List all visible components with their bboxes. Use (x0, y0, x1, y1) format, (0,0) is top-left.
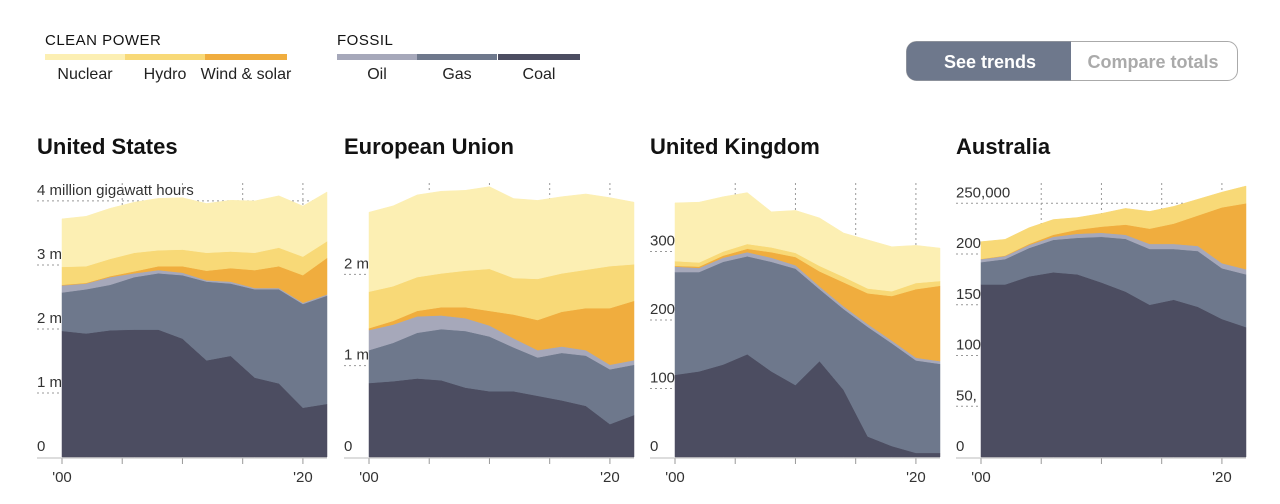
area-band (61, 191, 328, 268)
legend-label: Oil (367, 66, 387, 83)
y-tick-label: 1 m (344, 347, 369, 364)
chart-title: United States (37, 134, 178, 159)
legend-group-title: CLEAN POWER (45, 32, 161, 49)
y-tick-label: 100 (956, 337, 981, 354)
area-band (368, 186, 635, 293)
chart-title: United Kingdom (650, 134, 820, 159)
legend-label: Coal (523, 66, 556, 83)
x-tick-label: '20 (293, 469, 313, 486)
y-tick-label: 2 m (344, 255, 369, 272)
area-band (674, 192, 941, 292)
toggle-option[interactable]: See trends (944, 52, 1036, 72)
x-tick-label: '00 (665, 469, 685, 486)
legend-swatch (125, 54, 205, 60)
legend-group-title: FOSSIL (337, 32, 393, 49)
x-tick-label: '20 (1212, 469, 1232, 486)
chart-title: Australia (956, 134, 1051, 159)
y-tick-label: 200 (650, 301, 675, 318)
x-tick-label: '20 (600, 469, 620, 486)
x-tick-label: '00 (971, 469, 991, 486)
toggle-option[interactable]: Compare totals (1087, 52, 1218, 72)
legend-swatch (498, 54, 580, 60)
y-tick-label: 1 m (37, 374, 62, 391)
x-tick-label: '00 (52, 469, 72, 486)
x-tick-label: '00 (359, 469, 379, 486)
toggle-active[interactable] (906, 41, 1072, 81)
y-tick-label: 150 (956, 286, 981, 303)
legend-label: Nuclear (57, 66, 113, 83)
legend-swatch (417, 54, 497, 60)
x-tick-label: '20 (906, 469, 926, 486)
y-tick-label: 250,000 (956, 184, 1010, 201)
y-tick-label: 50, (956, 387, 977, 404)
toggle: See trends Compare totals (906, 41, 1238, 81)
area-band (980, 185, 1247, 260)
y-tick-label: 0 (37, 438, 45, 455)
y-tick-label: 0 (344, 438, 352, 455)
y-tick-label: 200 (956, 235, 981, 252)
legend-label: Gas (442, 66, 471, 83)
legend-label: Wind & solar (201, 66, 292, 83)
chart-title: European Union (344, 134, 514, 159)
legend-swatch (45, 54, 125, 60)
legend-swatch (337, 54, 417, 60)
y-tick-label: 4 million gigawatt hours (37, 182, 194, 199)
y-tick-label: 3 m (37, 246, 62, 263)
legend-swatch (205, 54, 287, 60)
legend-label: Hydro (144, 66, 187, 83)
y-tick-label: 300 (650, 233, 675, 250)
y-tick-label: 100 (650, 370, 675, 387)
y-tick-label: 2 m (37, 310, 62, 327)
y-tick-label: 0 (956, 438, 964, 455)
y-tick-label: 0 (650, 438, 658, 455)
